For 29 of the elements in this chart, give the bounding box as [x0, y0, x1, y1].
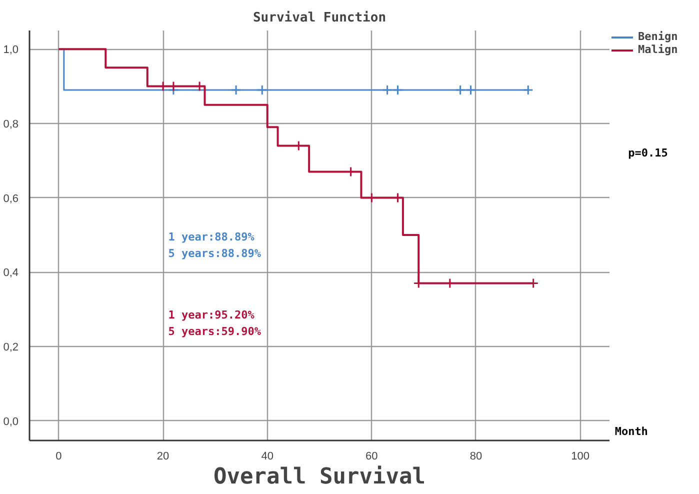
point	[455, 84, 466, 96]
x-tick-label: 40	[261, 450, 274, 462]
x-tick-label: 80	[470, 450, 482, 462]
point	[382, 84, 393, 96]
point	[256, 84, 268, 96]
x-tick-label: 100	[571, 450, 590, 462]
legend-label: Malign	[638, 43, 678, 56]
y-tick-label: 0,4	[3, 267, 19, 280]
annotation: 1 year:88.89%	[168, 230, 255, 244]
point	[466, 84, 476, 96]
y-tick-label: 0,2	[3, 341, 19, 354]
point	[392, 84, 403, 96]
y-tick-label: 0,6	[3, 192, 19, 205]
y-tick-label: 1,0	[3, 44, 19, 56]
point	[522, 84, 534, 96]
x-tick-label: 20	[156, 450, 170, 462]
legend-label: Benign	[638, 30, 678, 43]
text: p=0.15	[628, 146, 668, 160]
annotation: 1 year:95.20%	[168, 308, 255, 322]
annotation: 5 years:88.89%	[168, 247, 262, 260]
y-tick-label: 0,0	[3, 416, 19, 428]
chart-title: Survival Function	[252, 10, 386, 26]
y-tick-label: 0,8	[3, 118, 19, 130]
x-tick-label: 0	[56, 450, 62, 462]
annotation: 5 years:59.90%	[168, 325, 262, 338]
point	[230, 84, 242, 96]
text: Month	[614, 425, 648, 438]
x-axis-title: Overall Survival	[214, 464, 426, 490]
x-tick-label: 60	[366, 450, 378, 462]
